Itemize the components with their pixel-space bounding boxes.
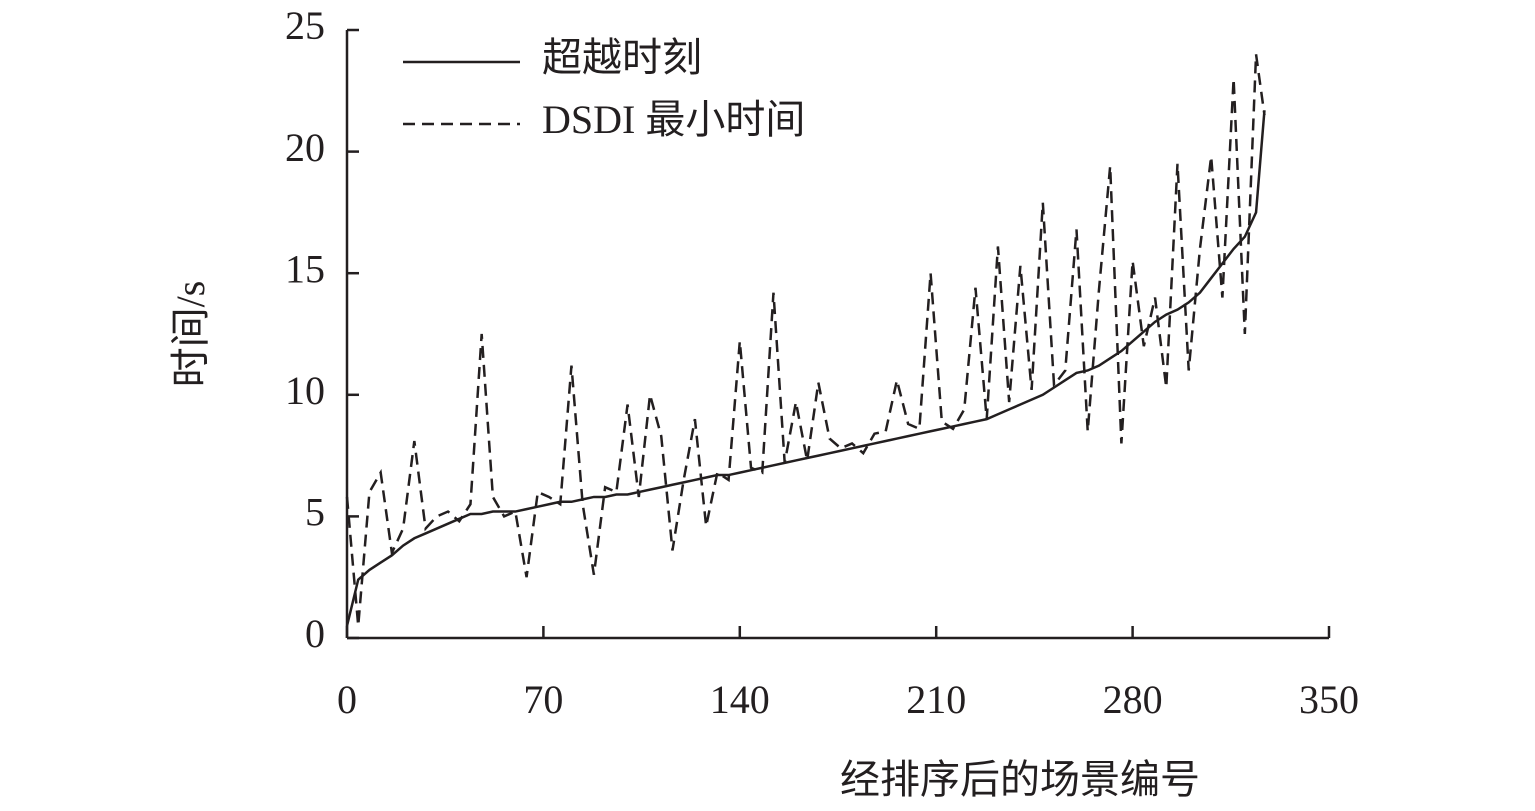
series-line (345, 110, 1266, 627)
x-tick-label: 140 (710, 677, 770, 722)
y-tick-label: 0 (305, 611, 325, 656)
x-axis-label: 经排序后的场景编号 (840, 757, 1200, 802)
y-tick-label: 5 (305, 490, 325, 535)
series-line (345, 54, 1266, 626)
x-tick-label: 350 (1299, 677, 1359, 722)
y-tick-label: 15 (285, 246, 325, 291)
y-tick-label: 10 (285, 368, 325, 413)
legend-label: 超越时刻 (542, 35, 702, 80)
y-tick-label: 20 (285, 125, 325, 170)
legend-label: DSDI 最小时间 (542, 97, 805, 142)
x-tick-label: 210 (906, 677, 966, 722)
y-tick-label: 25 (285, 3, 325, 48)
y-axis-label: 时间/s (168, 281, 213, 388)
x-tick-label: 280 (1103, 677, 1163, 722)
x-tick-label: 70 (523, 677, 563, 722)
x-tick-label: 0 (337, 677, 357, 722)
